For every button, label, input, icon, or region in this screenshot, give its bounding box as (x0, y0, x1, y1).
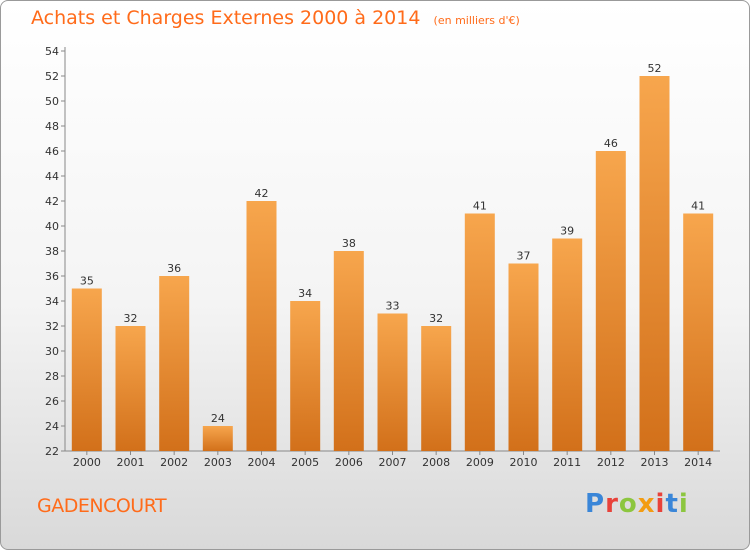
x-tick-label: 2013 (641, 456, 669, 469)
y-tick-label: 54 (45, 45, 59, 58)
y-tick-label: 36 (45, 270, 59, 283)
x-tick-label: 2006 (335, 456, 363, 469)
y-tick-label: 24 (45, 420, 59, 433)
x-tick-label: 2000 (73, 456, 101, 469)
chart-title: Achats et Charges Externes 2000 à 2014 (31, 7, 421, 29)
bar-value-label: 41 (691, 200, 705, 213)
x-tick-label: 2011 (553, 456, 581, 469)
bar-value-label: 52 (648, 62, 662, 75)
bar (683, 213, 714, 451)
logo-letter: i (655, 489, 666, 519)
x-tick-label: 2014 (684, 456, 712, 469)
y-tick-label: 34 (45, 295, 59, 308)
bar-value-label: 32 (429, 312, 443, 325)
x-tick-label: 2003 (204, 456, 232, 469)
bar (290, 301, 321, 451)
logo-letter: x (637, 489, 656, 519)
bar-value-label: 24 (211, 412, 225, 425)
x-tick-label: 2012 (597, 456, 625, 469)
y-tick-label: 48 (45, 120, 59, 133)
bar-value-label: 37 (517, 250, 531, 263)
y-tick-label: 28 (45, 370, 59, 383)
bar-value-label: 34 (298, 287, 312, 300)
bar (639, 76, 670, 451)
y-tick-label: 40 (45, 220, 59, 233)
bar (115, 326, 146, 451)
bar (159, 276, 190, 451)
proxiti-logo: Proxiti (585, 489, 689, 519)
logo-letter: P (585, 489, 606, 519)
bar-value-label: 46 (604, 137, 618, 150)
y-tick-label: 50 (45, 95, 59, 108)
bar-value-label: 42 (255, 187, 269, 200)
bar-value-label: 41 (473, 200, 487, 213)
bar (202, 426, 233, 451)
x-tick-label: 2004 (248, 456, 276, 469)
x-tick-label: 2010 (510, 456, 538, 469)
x-tick-label: 2005 (291, 456, 319, 469)
bar-value-label: 32 (124, 312, 138, 325)
bar (552, 238, 583, 451)
logo-letter: i (678, 489, 689, 519)
y-tick-label: 22 (45, 445, 59, 458)
y-tick-label: 52 (45, 70, 59, 83)
x-tick-label: 2001 (117, 456, 145, 469)
bar (246, 201, 277, 451)
x-tick-label: 2009 (466, 456, 494, 469)
bar-value-label: 38 (342, 237, 356, 250)
bar-value-label: 36 (167, 262, 181, 275)
bar (595, 151, 626, 451)
y-tick-label: 42 (45, 195, 59, 208)
y-tick-label: 46 (45, 145, 59, 158)
x-tick-label: 2007 (379, 456, 407, 469)
bar (71, 288, 102, 451)
bar-value-label: 39 (560, 225, 574, 238)
y-tick-label: 44 (45, 170, 59, 183)
commune-name: GADENCOURT (37, 495, 167, 517)
y-tick-label: 30 (45, 345, 59, 358)
bar (464, 213, 495, 451)
y-tick-label: 26 (45, 395, 59, 408)
chart-title-row: Achats et Charges Externes 2000 à 2014 (… (31, 7, 520, 29)
bar-value-label: 33 (386, 300, 400, 313)
logo-letter: o (618, 489, 638, 519)
bar (421, 326, 452, 451)
logo-letter: t (665, 489, 679, 519)
chart-subtitle: (en milliers d'€) (433, 14, 520, 27)
bar-value-label: 35 (80, 275, 94, 288)
x-tick-label: 2002 (160, 456, 188, 469)
y-tick-label: 32 (45, 320, 59, 333)
x-tick-label: 2008 (422, 456, 450, 469)
bar (508, 263, 539, 451)
logo-letter: r (605, 489, 619, 519)
bar (377, 313, 408, 451)
bar (333, 251, 364, 451)
y-tick-label: 38 (45, 245, 59, 258)
